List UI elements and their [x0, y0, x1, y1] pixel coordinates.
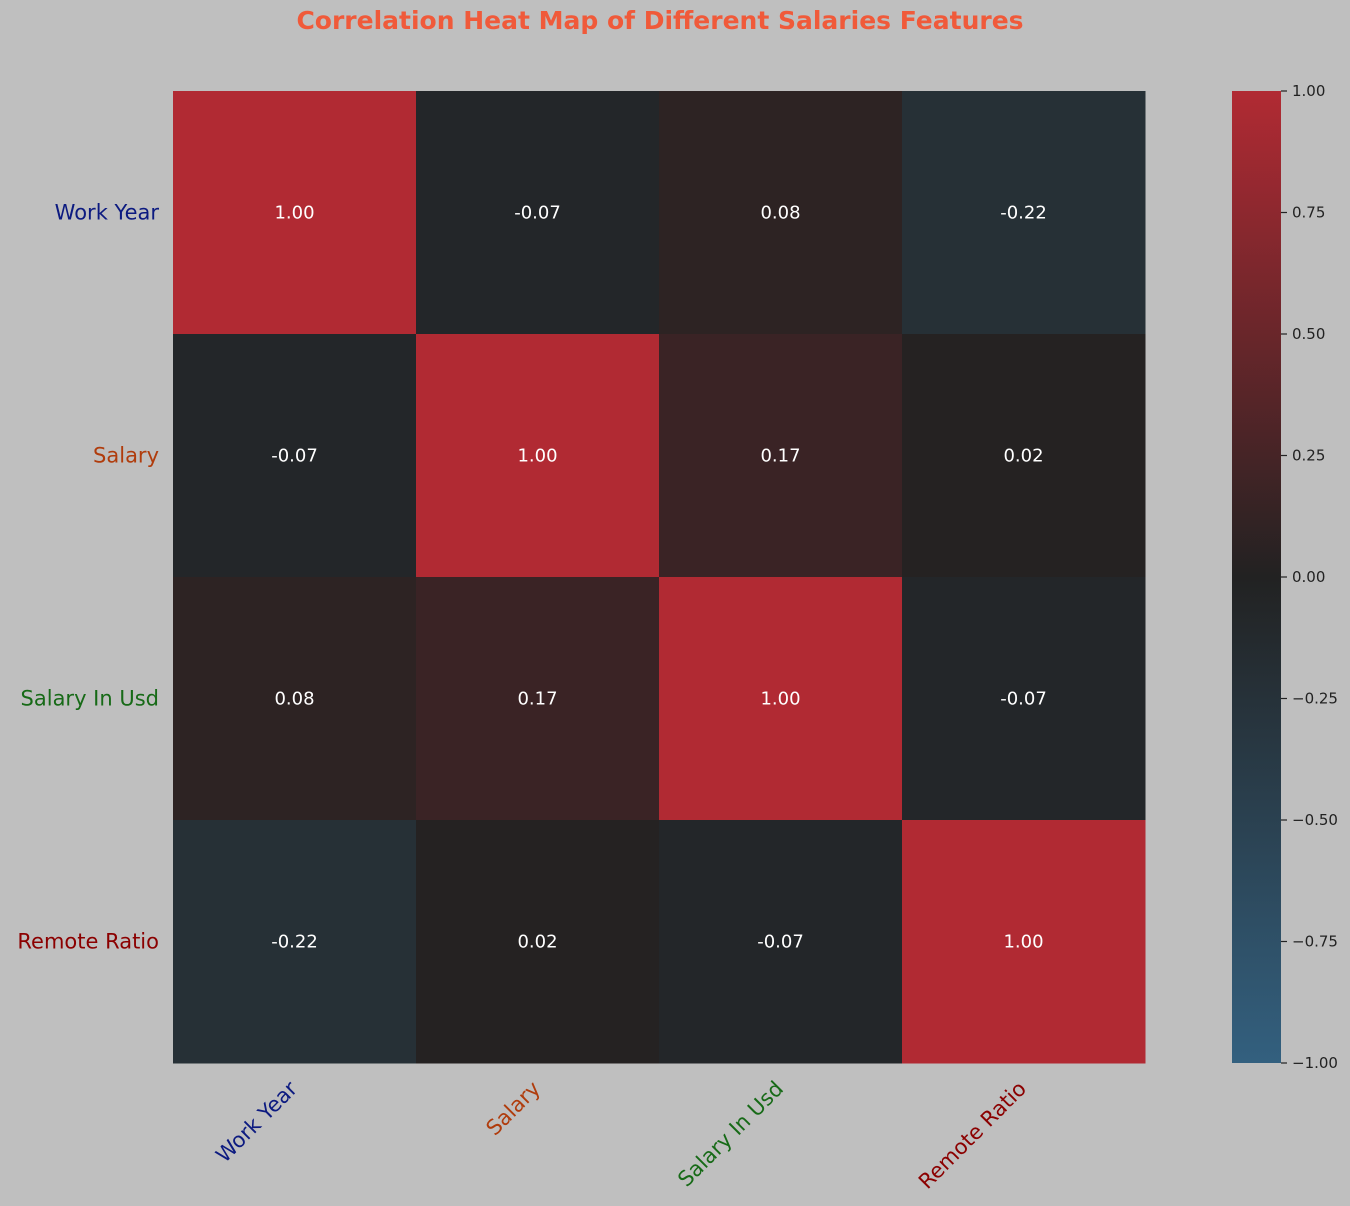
heatmap-cell — [659, 577, 903, 821]
colorbar-tick-label: 0.50 — [1292, 325, 1325, 343]
heatmap-cell — [173, 577, 417, 821]
y-tick-label: Salary — [93, 444, 159, 468]
heatmap-cell — [173, 334, 417, 578]
colorbar-tick-label: −0.25 — [1292, 690, 1338, 708]
cell-value-label: 1.00 — [274, 203, 314, 224]
colorbar-tick-label: 1.00 — [1292, 82, 1325, 100]
chart-title: Correlation Heat Map of Different Salari… — [296, 6, 1023, 35]
colorbar-tick-label: 0.25 — [1292, 447, 1325, 465]
heatmap-cells — [173, 91, 1146, 1064]
cell-value-label: 1.00 — [760, 689, 800, 710]
heatmap-cell — [902, 577, 1146, 821]
cell-value-label: -0.07 — [514, 203, 561, 224]
cell-value-label: 0.08 — [760, 203, 800, 224]
x-tick-label: Work Year — [211, 1076, 302, 1167]
cell-value-label: -0.07 — [757, 932, 804, 953]
colorbar-tick-label: −1.00 — [1292, 1054, 1338, 1072]
heatmap-cell — [173, 91, 417, 335]
y-tick-label: Salary In Usd — [21, 687, 159, 711]
colorbar-tick-label: −0.75 — [1292, 933, 1338, 951]
y-tick-label: Work Year — [55, 201, 160, 225]
cell-value-label: 0.17 — [760, 446, 800, 467]
heatmap-cell — [659, 820, 903, 1064]
colorbar-tick-label: 0.75 — [1292, 204, 1325, 222]
y-axis-tick-labels: Work Year Salary Salary In Usd Remote Ratio — [17, 201, 159, 954]
colorbar-tick-label: −0.50 — [1292, 811, 1338, 829]
cell-value-label: 0.17 — [517, 689, 557, 710]
heatmap-cell — [416, 334, 660, 578]
heatmap-cell — [902, 334, 1146, 578]
x-axis-tick-labels: Work Year Salary Salary In Usd Remote Ratio — [211, 1076, 1031, 1193]
heatmap-cell — [659, 91, 903, 335]
heatmap-cell — [902, 820, 1146, 1064]
cell-annotations: 1.00 -0.07 0.08 -0.22 -0.07 1.00 0.17 0.02 0.08 0… — [271, 203, 1047, 953]
cell-value-label: 1.00 — [517, 446, 557, 467]
x-tick-label: Remote Ratio — [914, 1077, 1031, 1194]
cell-value-label: -0.22 — [271, 932, 318, 953]
heatmap-cell — [659, 334, 903, 578]
heatmap-cell — [416, 820, 660, 1064]
colorbar — [1232, 91, 1281, 1063]
cell-value-label: 0.02 — [1003, 446, 1043, 467]
x-tick-label: Salary — [481, 1077, 545, 1141]
colorbar-ticks: 1.00 0.75 0.50 0.25 0.00 −0.25 −0.50 −0.75 −1.00 — [1281, 82, 1338, 1072]
y-tick-label: Remote Ratio — [17, 930, 159, 954]
cell-value-label: 0.08 — [274, 689, 314, 710]
cell-value-label: 1.00 — [1003, 932, 1043, 953]
cell-value-label: 0.02 — [517, 932, 557, 953]
cell-value-label: -0.22 — [1000, 203, 1047, 224]
x-tick-label: Salary In Usd — [673, 1077, 788, 1192]
heatmap-cell — [416, 91, 660, 335]
heatmap-cell — [902, 91, 1146, 335]
colorbar-tick-label: 0.00 — [1292, 568, 1325, 586]
cell-value-label: -0.07 — [1000, 689, 1047, 710]
cell-value-label: -0.07 — [271, 446, 318, 467]
heatmap-cell — [173, 820, 417, 1064]
heatmap-cell — [416, 577, 660, 821]
